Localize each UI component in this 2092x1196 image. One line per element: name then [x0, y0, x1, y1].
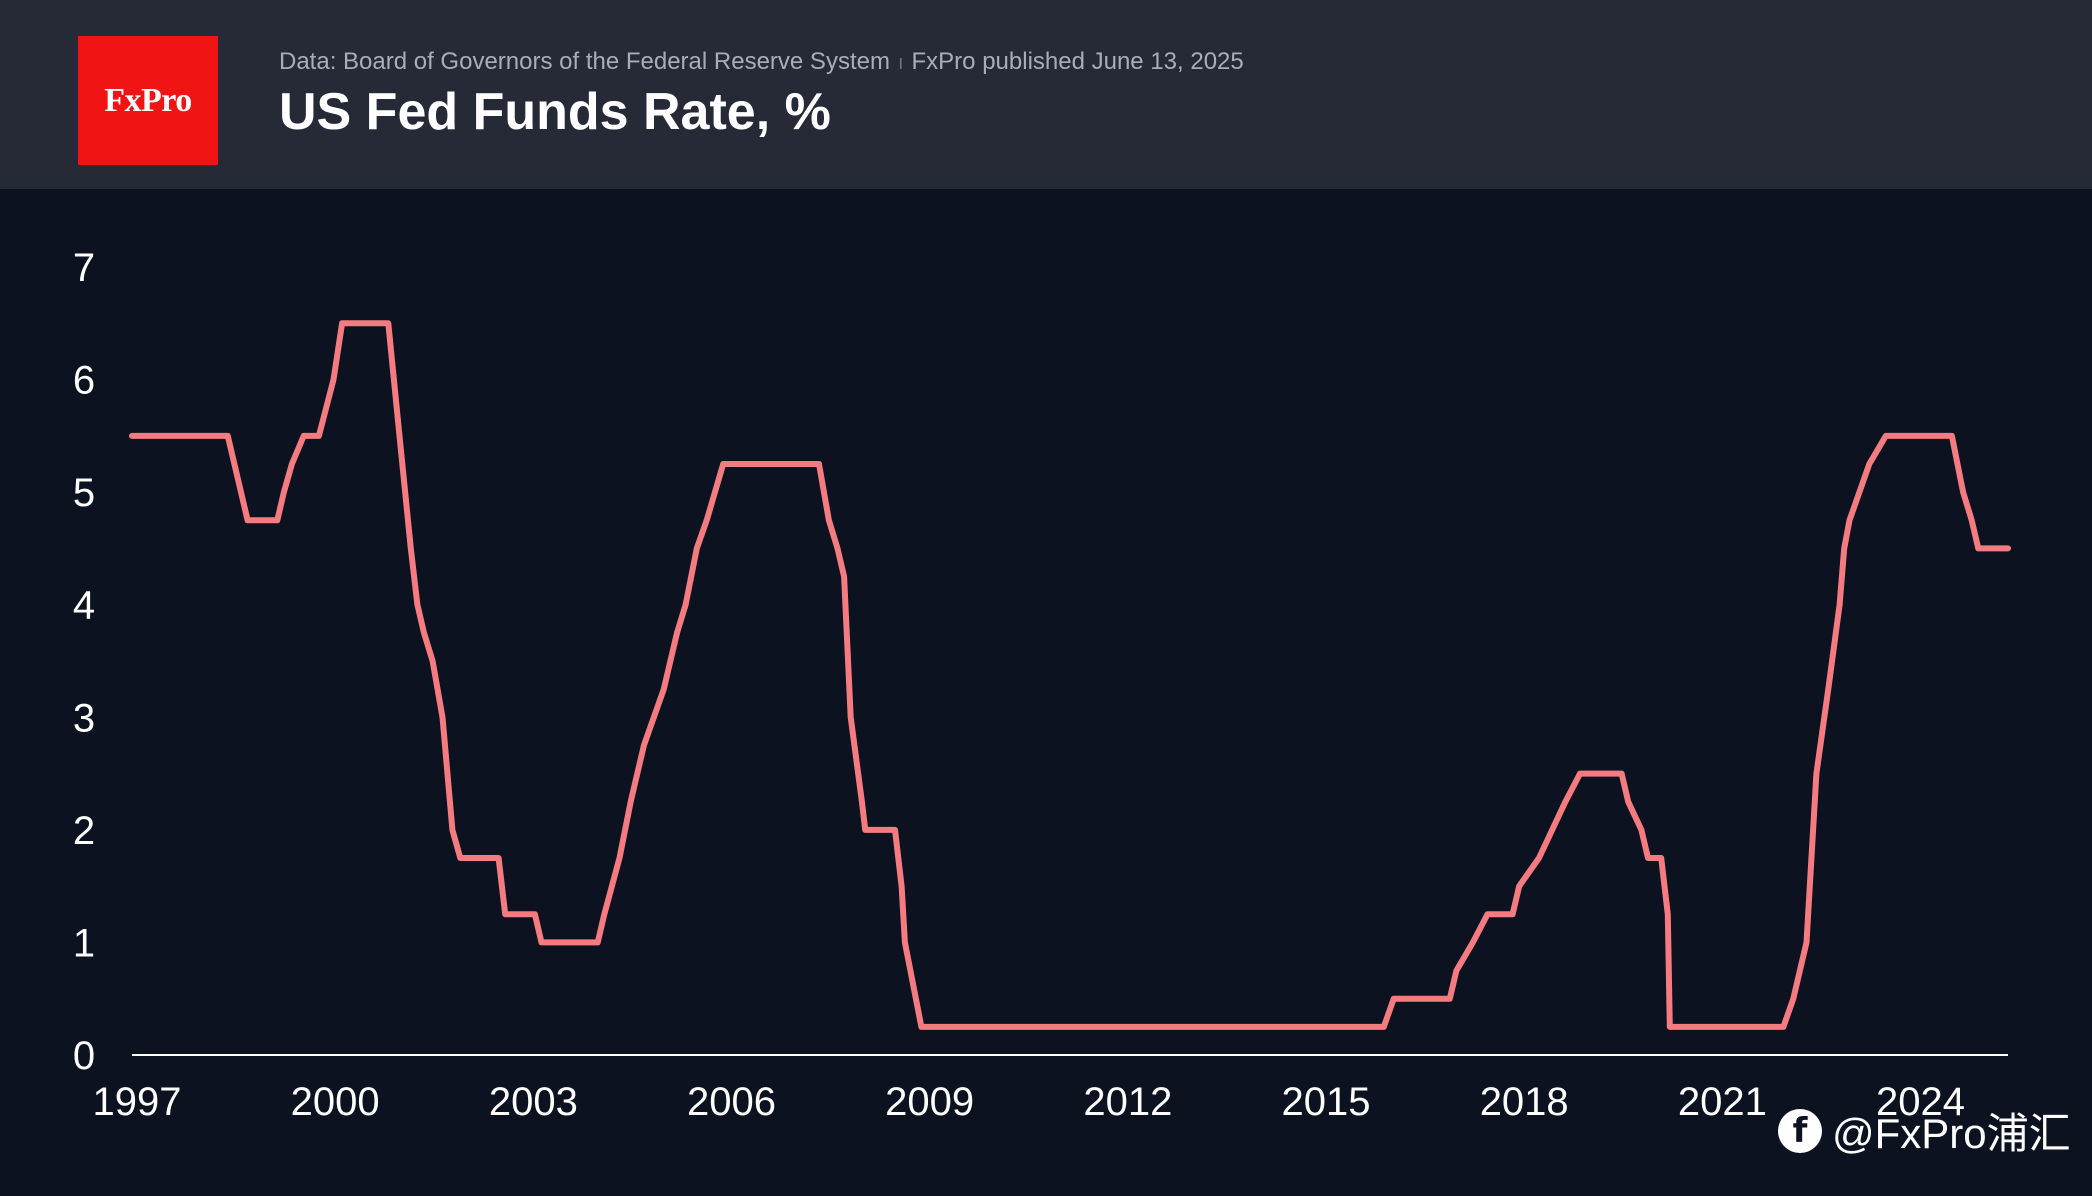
- header-bar: FxPro Data: Board of Governors of the Fe…: [0, 0, 2092, 189]
- chart-title: US Fed Funds Rate, %: [279, 83, 831, 141]
- published-date: FxPro published June 13, 2025: [911, 48, 1244, 75]
- x-tick-label: 2000: [291, 1080, 380, 1124]
- x-tick-label: 2009: [885, 1080, 974, 1124]
- x-tick-label: 2003: [489, 1080, 578, 1124]
- source-line: Data: Board of Governors of the Federal …: [279, 48, 1244, 76]
- logo-text: FxPro: [104, 81, 192, 119]
- x-tick-label: 2006: [687, 1080, 776, 1124]
- line-chart: 0 1 2 3 4 5 6 7 1997 2000 2003 2006 2009 2012 2015 2018…: [73, 246, 2011, 1124]
- x-tick-label: 2018: [1480, 1080, 1569, 1124]
- y-tick-label: 5: [73, 471, 95, 515]
- y-tick-label: 7: [73, 246, 95, 290]
- x-tick-label: 2024: [1876, 1080, 1965, 1124]
- y-tick-label: 6: [73, 359, 95, 403]
- y-tick-label: 3: [73, 696, 95, 740]
- x-tick-label: 2015: [1282, 1080, 1371, 1124]
- x-tick-label: 1997: [93, 1080, 182, 1124]
- brand-mark-icon: f: [1778, 1108, 1822, 1153]
- watermark-text: @FxPro浦汇: [1832, 1110, 2071, 1157]
- fxpro-logo: FxPro: [78, 36, 218, 165]
- y-tick-label: 1: [73, 921, 95, 965]
- y-tick-label: 2: [73, 809, 95, 853]
- x-tick-label: 2012: [1083, 1080, 1172, 1124]
- fed-funds-rate-line: [129, 320, 2011, 1030]
- y-tick-label: 0: [73, 1034, 95, 1078]
- y-tick-label: 4: [73, 584, 95, 628]
- x-tick-label: 2021: [1678, 1080, 1767, 1124]
- data-source: Data: Board of Governors of the Federal …: [279, 48, 890, 75]
- watermark: f @FxPro浦汇: [1778, 1100, 2071, 1161]
- separator: ı: [897, 52, 904, 74]
